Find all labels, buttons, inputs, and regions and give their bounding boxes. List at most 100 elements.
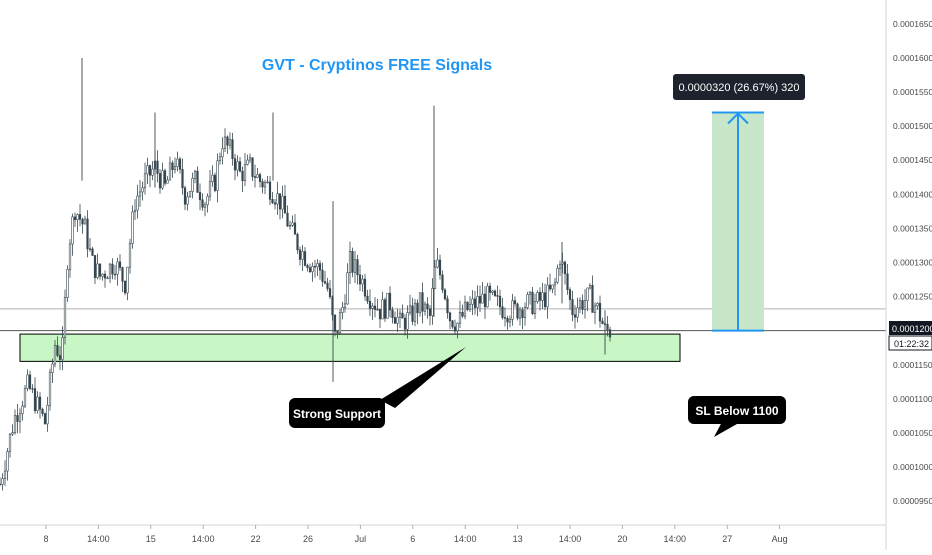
candle-body bbox=[253, 176, 257, 178]
price-tick-label: 0.0001450 bbox=[893, 155, 932, 165]
price-tick-label: 0.0001150 bbox=[893, 360, 932, 370]
candle-body bbox=[518, 309, 522, 319]
candle-body bbox=[473, 298, 477, 308]
candle-body bbox=[123, 280, 127, 294]
candle-body bbox=[441, 274, 444, 291]
candle-body bbox=[46, 404, 49, 425]
candle-body bbox=[176, 158, 179, 167]
time-tick-label: 13 bbox=[513, 534, 523, 544]
candle-body bbox=[1, 478, 4, 485]
candle-body bbox=[531, 291, 534, 315]
candle-body bbox=[326, 282, 329, 289]
candle-body bbox=[236, 161, 239, 171]
countdown-value: 01:22:32 bbox=[894, 339, 929, 349]
candle-body bbox=[378, 308, 382, 320]
price-tick-label: 0.0001050 bbox=[893, 428, 932, 438]
candle-body bbox=[146, 165, 149, 175]
candle-body bbox=[0, 483, 2, 486]
price-tick-label: 0.0001250 bbox=[893, 292, 932, 302]
time-tick-label: 15 bbox=[146, 534, 156, 544]
candle-body bbox=[66, 269, 69, 298]
candle-body bbox=[226, 136, 229, 146]
candle-body bbox=[243, 164, 247, 182]
candle-body bbox=[178, 158, 182, 170]
candle-body bbox=[211, 174, 214, 182]
candle-body bbox=[296, 234, 299, 251]
candle-body bbox=[131, 211, 134, 244]
price-tick-label: 0.0001100 bbox=[893, 394, 932, 404]
candle-body bbox=[593, 305, 597, 313]
candle-body bbox=[461, 312, 464, 317]
candle-body bbox=[538, 292, 542, 301]
candle-body bbox=[361, 278, 364, 285]
candle-body bbox=[301, 251, 304, 260]
candle-body bbox=[198, 192, 202, 201]
candle-body bbox=[241, 170, 244, 182]
candle-body bbox=[183, 187, 187, 205]
candle-body bbox=[86, 218, 89, 250]
candle-body bbox=[346, 272, 349, 305]
candle-body bbox=[443, 289, 447, 300]
time-tick-label: 6 bbox=[410, 534, 415, 544]
candle-body bbox=[298, 249, 302, 260]
candle-body bbox=[421, 292, 424, 312]
candle-body bbox=[113, 273, 117, 276]
candle-body bbox=[23, 388, 27, 407]
candle-body bbox=[426, 303, 429, 310]
candle-body bbox=[548, 284, 552, 290]
candle-body bbox=[261, 181, 264, 188]
candle-body bbox=[523, 307, 527, 318]
candle-body bbox=[431, 288, 434, 316]
time-axis[interactable]: 8 14:00 15 14:00 22 26 Jul 6 14:00 13 14:00 20 14:00… bbox=[43, 525, 788, 544]
candle-body bbox=[576, 307, 579, 318]
candle-body bbox=[563, 261, 567, 275]
candle-body bbox=[608, 329, 612, 338]
candle-body bbox=[136, 195, 139, 211]
candle-body bbox=[588, 284, 592, 289]
candle-body bbox=[528, 291, 532, 295]
current-price-value: 0.0001200 bbox=[892, 324, 932, 334]
candle-body bbox=[291, 222, 294, 226]
time-tick-label: 20 bbox=[617, 534, 627, 544]
price-tick-label: 0.0001600 bbox=[893, 53, 932, 63]
candle-body bbox=[116, 261, 119, 275]
candle-body bbox=[308, 267, 312, 273]
candle-body bbox=[486, 285, 489, 308]
candle-body bbox=[373, 305, 377, 310]
candle-body bbox=[356, 259, 359, 276]
candle-body bbox=[141, 187, 144, 193]
candle-body bbox=[41, 408, 44, 414]
time-tick-label: 14:00 bbox=[664, 534, 687, 544]
candle-body bbox=[468, 303, 472, 310]
candle-body bbox=[456, 322, 459, 332]
candle-body bbox=[43, 413, 47, 425]
candle-body bbox=[358, 274, 362, 285]
candle-body bbox=[81, 218, 84, 225]
candle-body bbox=[73, 216, 77, 221]
candle-body bbox=[558, 263, 562, 269]
candle-body bbox=[126, 266, 129, 294]
candle-body bbox=[436, 259, 439, 268]
price-tick-label: 0.0001400 bbox=[893, 189, 932, 199]
candle-body bbox=[578, 300, 582, 309]
candle-body bbox=[411, 305, 414, 322]
candle-body bbox=[11, 432, 14, 435]
candle-body bbox=[201, 199, 204, 208]
candle-body bbox=[596, 302, 599, 307]
candle-body bbox=[343, 303, 347, 308]
candle-body bbox=[233, 158, 237, 171]
candle-body bbox=[396, 316, 399, 324]
candle-body bbox=[446, 298, 449, 314]
support-zone bbox=[19, 333, 681, 362]
candle-body bbox=[181, 169, 184, 189]
candle-body bbox=[453, 326, 457, 332]
candle-body bbox=[483, 293, 487, 308]
price-axis[interactable]: 0.0000950 0.0001000 0.0001050 0.0001100 0.00… bbox=[893, 19, 932, 506]
candle-body bbox=[543, 292, 547, 308]
candle-body bbox=[488, 285, 492, 293]
candle-body bbox=[336, 331, 339, 334]
candle-body bbox=[481, 293, 484, 304]
candle-body bbox=[258, 174, 262, 182]
time-tick-label: 14:00 bbox=[87, 534, 110, 544]
candle-body bbox=[53, 345, 57, 365]
